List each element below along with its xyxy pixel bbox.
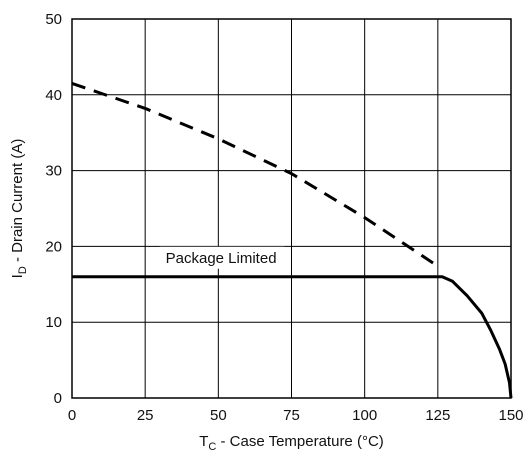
solid-series-line: [72, 275, 513, 399]
x-tick-label: 150: [498, 407, 523, 424]
x-tick-label: 100: [352, 407, 377, 424]
x-tick-label: 0: [68, 407, 76, 424]
y-tick-label: 20: [45, 238, 62, 255]
x-tick-label: 75: [283, 407, 300, 424]
dashed-series-line: [71, 81, 439, 268]
x-tick-label: 25: [137, 407, 154, 424]
y-tick-label: 40: [45, 87, 62, 104]
y-tick-label: 50: [45, 11, 62, 28]
grid: [71, 18, 512, 399]
x-tick-label: 125: [425, 407, 450, 424]
x-tick-labels: 0 25 50 75 100 125 150: [68, 407, 524, 424]
y-tick-label: 0: [54, 390, 62, 407]
y-axis-label-rest: - Drain Current (A): [9, 139, 26, 267]
annotation-package-limited: Package Limited: [166, 250, 277, 267]
y-axis-label: ID - Drain Current (A): [9, 139, 29, 279]
series-group: [71, 81, 513, 399]
x-tick-label: 50: [210, 407, 227, 424]
x-axis-label-subscript: C: [208, 441, 216, 453]
y-tick-label: 30: [45, 163, 62, 180]
y-axis-label-subscript: D: [17, 266, 29, 274]
y-tick-label: 10: [45, 314, 62, 331]
y-axis-label-main: I: [9, 274, 26, 278]
x-axis-label-rest: - Case Temperature (°C): [216, 433, 383, 450]
x-axis-label: TC - Case Temperature (°C): [199, 433, 384, 453]
y-tick-labels: 0 10 20 30 40 50: [45, 11, 62, 407]
plot-frame: [71, 18, 512, 399]
annotation-background: [159, 246, 285, 269]
x-axis-label-main: T: [199, 433, 208, 450]
